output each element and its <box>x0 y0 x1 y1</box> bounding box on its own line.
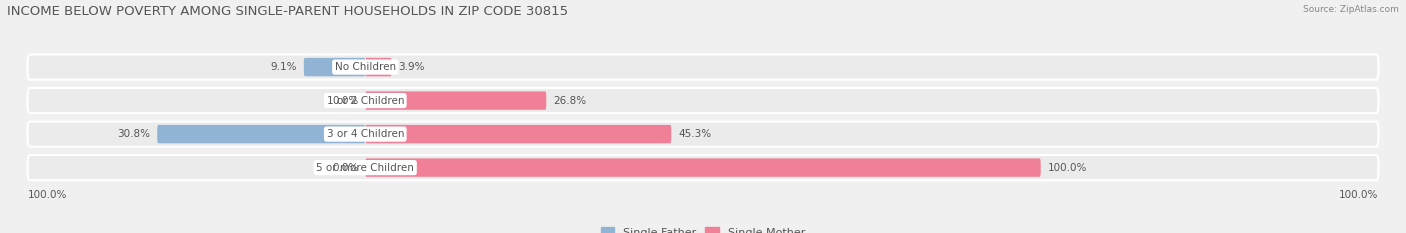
Legend: Single Father, Single Mother: Single Father, Single Mother <box>596 223 810 233</box>
FancyBboxPatch shape <box>157 125 366 143</box>
FancyBboxPatch shape <box>28 155 1378 180</box>
FancyBboxPatch shape <box>366 158 1040 177</box>
Text: Source: ZipAtlas.com: Source: ZipAtlas.com <box>1303 5 1399 14</box>
Text: 3.9%: 3.9% <box>398 62 425 72</box>
FancyBboxPatch shape <box>366 91 547 110</box>
FancyBboxPatch shape <box>28 55 1378 80</box>
FancyBboxPatch shape <box>304 58 366 76</box>
Text: 0.0%: 0.0% <box>332 163 359 173</box>
Text: INCOME BELOW POVERTY AMONG SINGLE-PARENT HOUSEHOLDS IN ZIP CODE 30815: INCOME BELOW POVERTY AMONG SINGLE-PARENT… <box>7 5 568 18</box>
Text: 30.8%: 30.8% <box>118 129 150 139</box>
Text: No Children: No Children <box>335 62 396 72</box>
Text: 5 or more Children: 5 or more Children <box>316 163 415 173</box>
FancyBboxPatch shape <box>28 122 1378 147</box>
Text: 1 or 2 Children: 1 or 2 Children <box>326 96 404 106</box>
Text: 26.8%: 26.8% <box>553 96 586 106</box>
Text: 45.3%: 45.3% <box>678 129 711 139</box>
Text: 0.0%: 0.0% <box>332 96 359 106</box>
Text: 3 or 4 Children: 3 or 4 Children <box>326 129 404 139</box>
Text: 100.0%: 100.0% <box>1047 163 1087 173</box>
FancyBboxPatch shape <box>366 58 392 76</box>
Text: 100.0%: 100.0% <box>28 190 67 200</box>
Text: 9.1%: 9.1% <box>270 62 297 72</box>
Text: 100.0%: 100.0% <box>1339 190 1378 200</box>
FancyBboxPatch shape <box>28 88 1378 113</box>
FancyBboxPatch shape <box>366 125 671 143</box>
